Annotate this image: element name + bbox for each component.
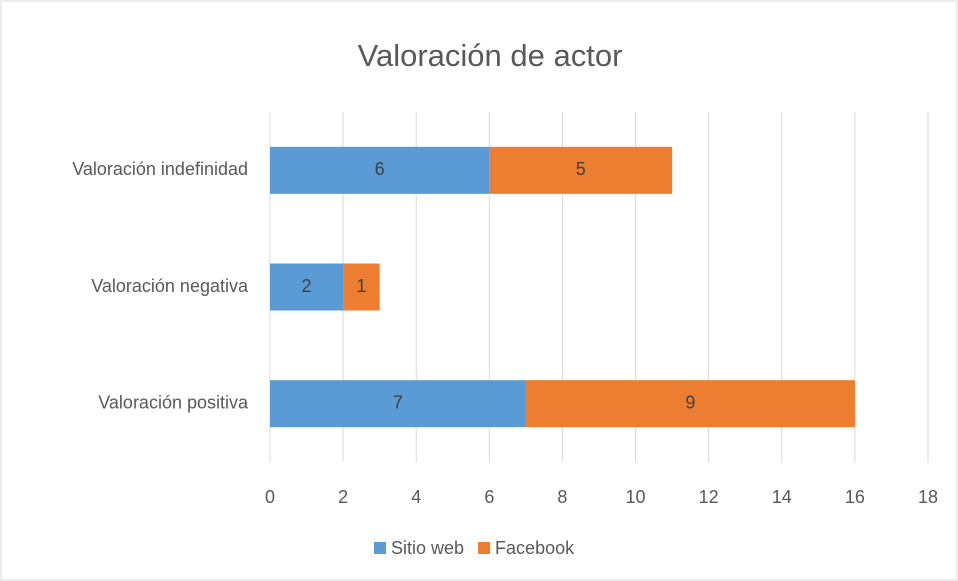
y-tick-label: Valoración indefinidad [72, 159, 248, 179]
x-tick-label: 4 [411, 487, 421, 507]
legend-swatch [374, 542, 386, 554]
legend-label: Facebook [495, 538, 575, 558]
bar-segment [525, 380, 855, 428]
x-tick-label: 6 [484, 487, 494, 507]
x-tick-label: 14 [772, 487, 792, 507]
bar-segment [270, 380, 526, 428]
data-label: 5 [576, 159, 586, 179]
bar-segment [270, 263, 344, 311]
x-tick-label: 10 [626, 487, 646, 507]
data-label: 2 [302, 276, 312, 296]
legend-label: Sitio web [391, 538, 464, 558]
legend-swatch [478, 542, 491, 554]
x-tick-label: 0 [265, 487, 275, 507]
bar-segment [270, 146, 490, 194]
bar-segment [489, 146, 673, 194]
x-tick-label: 12 [699, 487, 719, 507]
data-label: 9 [685, 392, 695, 412]
y-tick-label: Valoración positiva [98, 392, 249, 412]
x-tick-label: 8 [557, 487, 567, 507]
bar-segment [343, 263, 380, 311]
y-tick-label: Valoración negativa [91, 276, 249, 296]
data-label: 7 [393, 392, 403, 412]
data-label: 1 [356, 276, 366, 296]
data-label: 6 [375, 159, 385, 179]
x-tick-label: 2 [338, 487, 348, 507]
chart-title: Valoración de actor [358, 38, 623, 73]
x-tick-label: 16 [845, 487, 865, 507]
x-tick-label: 18 [918, 487, 938, 507]
